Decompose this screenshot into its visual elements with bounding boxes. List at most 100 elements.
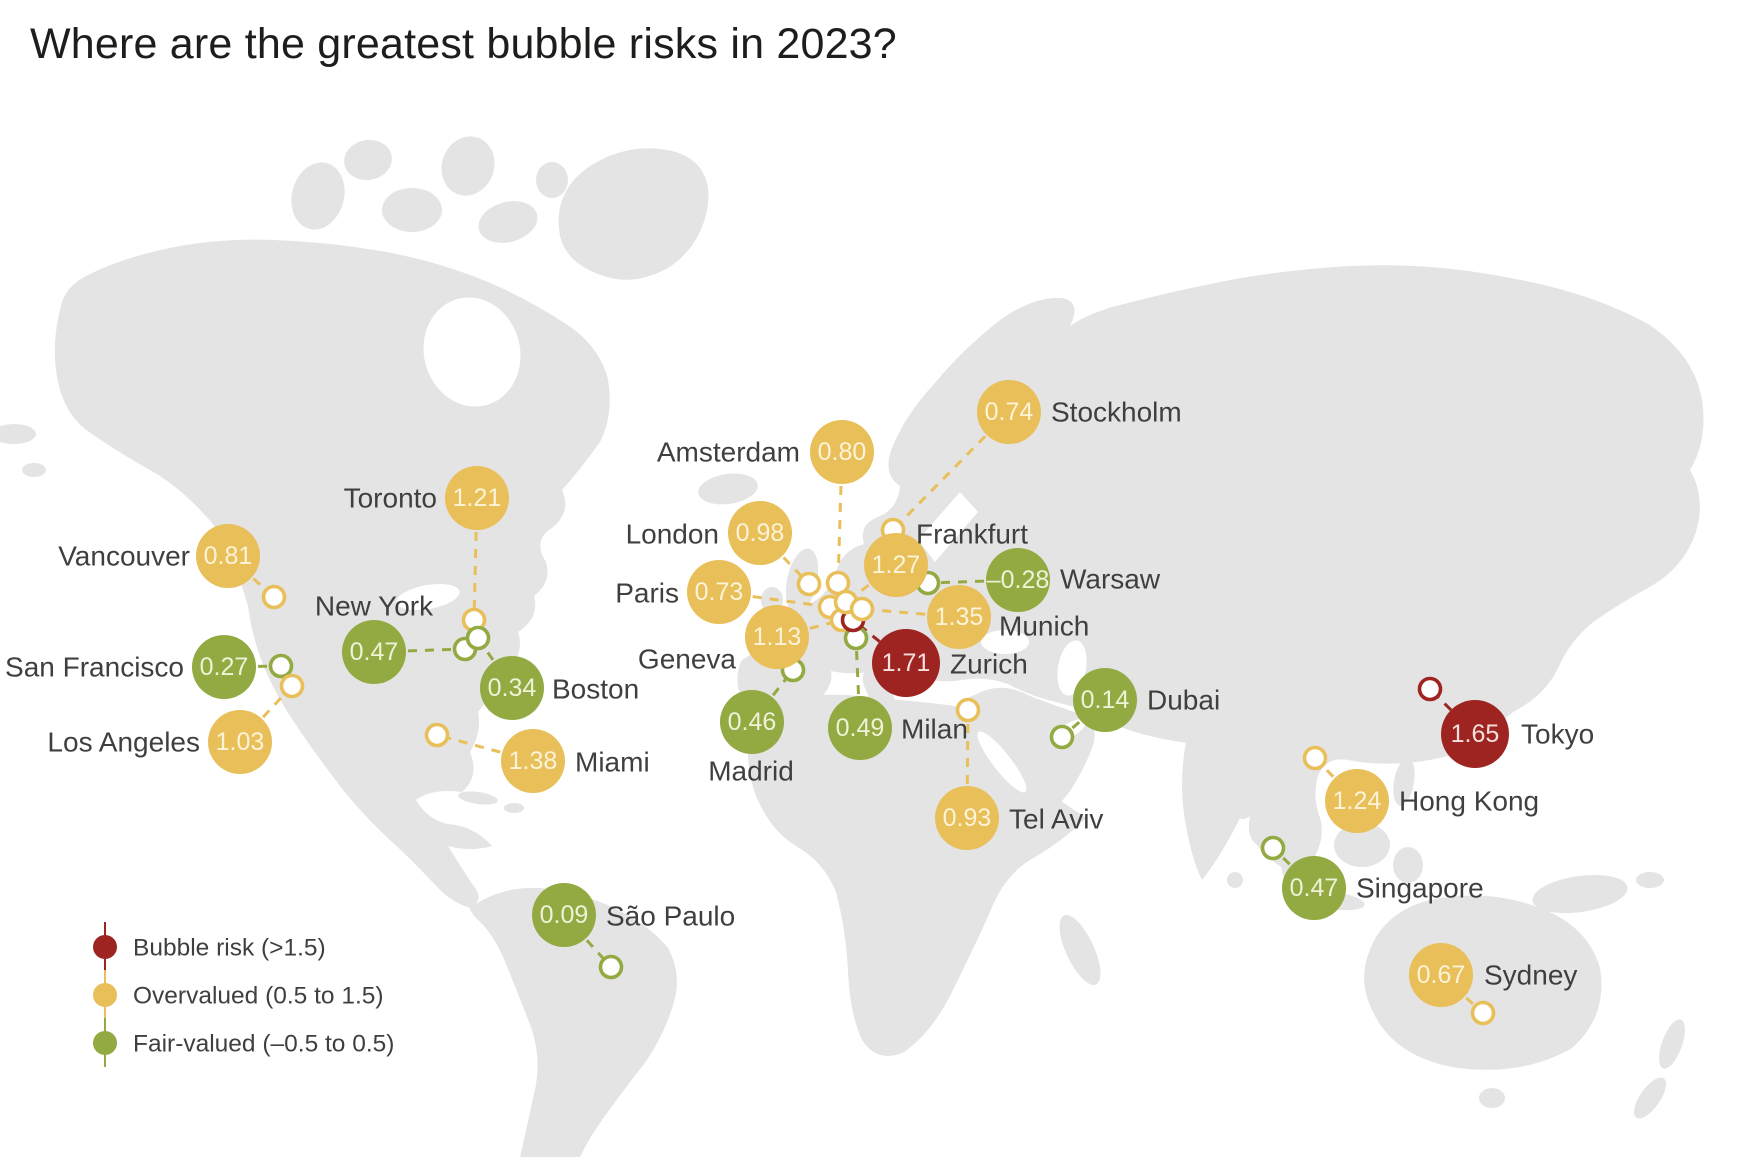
city-ring-singapore [1260,835,1286,861]
city-label-amsterdam: Amsterdam [657,437,800,468]
city-bubble-stockholm [977,380,1041,444]
city-bubble-london [728,501,792,565]
city-bubble-tokyo [1441,700,1509,768]
city-label-hong-kong: Hong Kong [1399,786,1539,817]
city-bubble-tel-aviv [935,786,999,850]
city-value-munich: 1.35 [935,603,984,631]
city-value-toronto: 1.21 [453,484,502,512]
city-ring-sao-paulo [598,954,624,980]
city-value-warsaw: –0.28 [987,566,1050,594]
city-label-toronto: Toronto [344,483,437,514]
city-bubble-san-francisco [192,635,256,699]
city-value-singapore: 0.47 [1290,874,1339,902]
city-label-singapore: Singapore [1356,873,1484,904]
city-label-sao-paulo: São Paulo [606,901,735,932]
city-bubble-milan [828,696,892,760]
city-value-miami: 1.38 [509,747,558,775]
city-labels: Vancouver Toronto San Francisco Los Angeles… [5,397,1594,991]
city-label-new-york: New York [315,591,434,622]
city-value-frankfurt: 1.27 [872,551,921,579]
city-bubble-boston [480,656,544,720]
city-label-vancouver: Vancouver [58,541,190,572]
city-link-stockholm [891,410,1011,532]
city-label-tokyo: Tokyo [1521,719,1594,750]
city-ring-sydney [1470,1000,1496,1026]
city-value-geneva: 1.13 [753,623,802,651]
city-label-munich: Munich [999,611,1089,642]
city-value-boston: 0.34 [488,674,537,702]
city-bubble-dubai [1073,668,1137,732]
city-value-san-francisco: 0.27 [200,653,249,681]
legend-dot-bubble_risk [93,935,117,959]
city-link-milan [854,637,862,729]
city-value-hong-kong: 1.24 [1333,787,1382,815]
city-value-amsterdam: 0.80 [818,438,867,466]
city-label-madrid: Madrid [708,756,794,787]
city-value-stockholm: 0.74 [985,398,1034,426]
city-ring-munich [849,596,875,622]
city-bubble-vancouver [196,524,260,588]
city-value-tel-aviv: 0.93 [943,804,992,832]
city-label-geneva: Geneva [638,644,736,675]
city-value-london: 0.98 [736,519,785,547]
city-label-miami: Miami [575,747,650,778]
city-ring-hong-kong [1302,745,1328,771]
legend-label-fair_valued: Fair-valued (–0.5 to 0.5) [133,1031,394,1058]
city-ring-tokyo [1417,676,1443,702]
city-label-paris: Paris [615,578,679,609]
city-value-milan: 0.49 [836,714,885,742]
city-bubble-frankfurt [864,533,928,597]
city-bubbles: 0.81 1.21 0.27 1.03 0.47 0.34 1.38 0.09 0.80 0.98… [192,380,1509,1007]
city-value-zurich: 1.71 [882,649,931,677]
city-label-stockholm: Stockholm [1051,397,1182,428]
legend-dot-overvalued [93,983,117,1007]
city-ring-boston [465,625,491,651]
city-value-paris: 0.73 [695,578,744,606]
city-label-milan: Milan [901,714,968,745]
city-value-tokyo: 1.65 [1451,720,1500,748]
city-bubble-warsaw [986,548,1050,612]
city-bubble-amsterdam [810,420,874,484]
city-ring-dubai [1049,724,1075,750]
city-label-boston: Boston [552,674,639,705]
legend-dot-fair_valued [93,1031,117,1055]
city-ring-miami [424,722,450,748]
legend-label-overvalued: Overvalued (0.5 to 1.5) [133,983,384,1010]
city-label-tel-aviv: Tel Aviv [1009,804,1103,835]
city-location-rings [261,517,1496,1026]
city-ring-los-angeles [279,673,305,699]
city-bubble-new-york [342,620,406,684]
page-title: Where are the greatest bubble risks in 2… [30,20,897,68]
city-ring-london [796,571,822,597]
city-bubble-hong-kong [1325,769,1389,833]
city-link-warsaw [927,578,1019,585]
city-bubble-singapore [1282,856,1346,920]
city-ring-tel-aviv [955,697,981,723]
city-value-sydney: 0.67 [1417,961,1466,989]
city-bubble-sao-paulo [532,883,596,947]
city-value-sao-paulo: 0.09 [540,901,589,929]
city-label-san-francisco: San Francisco [5,652,184,683]
city-bubble-sydney [1409,943,1473,1007]
city-bubble-toronto [445,466,509,530]
city-bubble-miami [501,729,565,793]
city-ring-san-francisco [268,653,294,679]
city-label-warsaw: Warsaw [1060,564,1161,595]
city-link-new-york [373,647,466,654]
city-label-frankfurt: Frankfurt [916,519,1028,550]
city-label-dubai: Dubai [1147,685,1220,716]
city-value-vancouver: 0.81 [204,542,253,570]
city-value-madrid: 0.46 [728,708,777,736]
city-ring-vancouver [261,584,287,610]
city-bubble-madrid [720,690,784,754]
city-bubble-munich [927,585,991,649]
city-value-dubai: 0.14 [1081,686,1130,714]
city-value-new-york: 0.47 [350,638,399,666]
city-label-los-angeles: Los Angeles [47,727,200,758]
city-bubble-los-angeles [208,710,272,774]
city-label-zurich: Zurich [950,649,1028,680]
city-label-london: London [626,519,719,550]
city-bubble-zurich [872,629,940,697]
